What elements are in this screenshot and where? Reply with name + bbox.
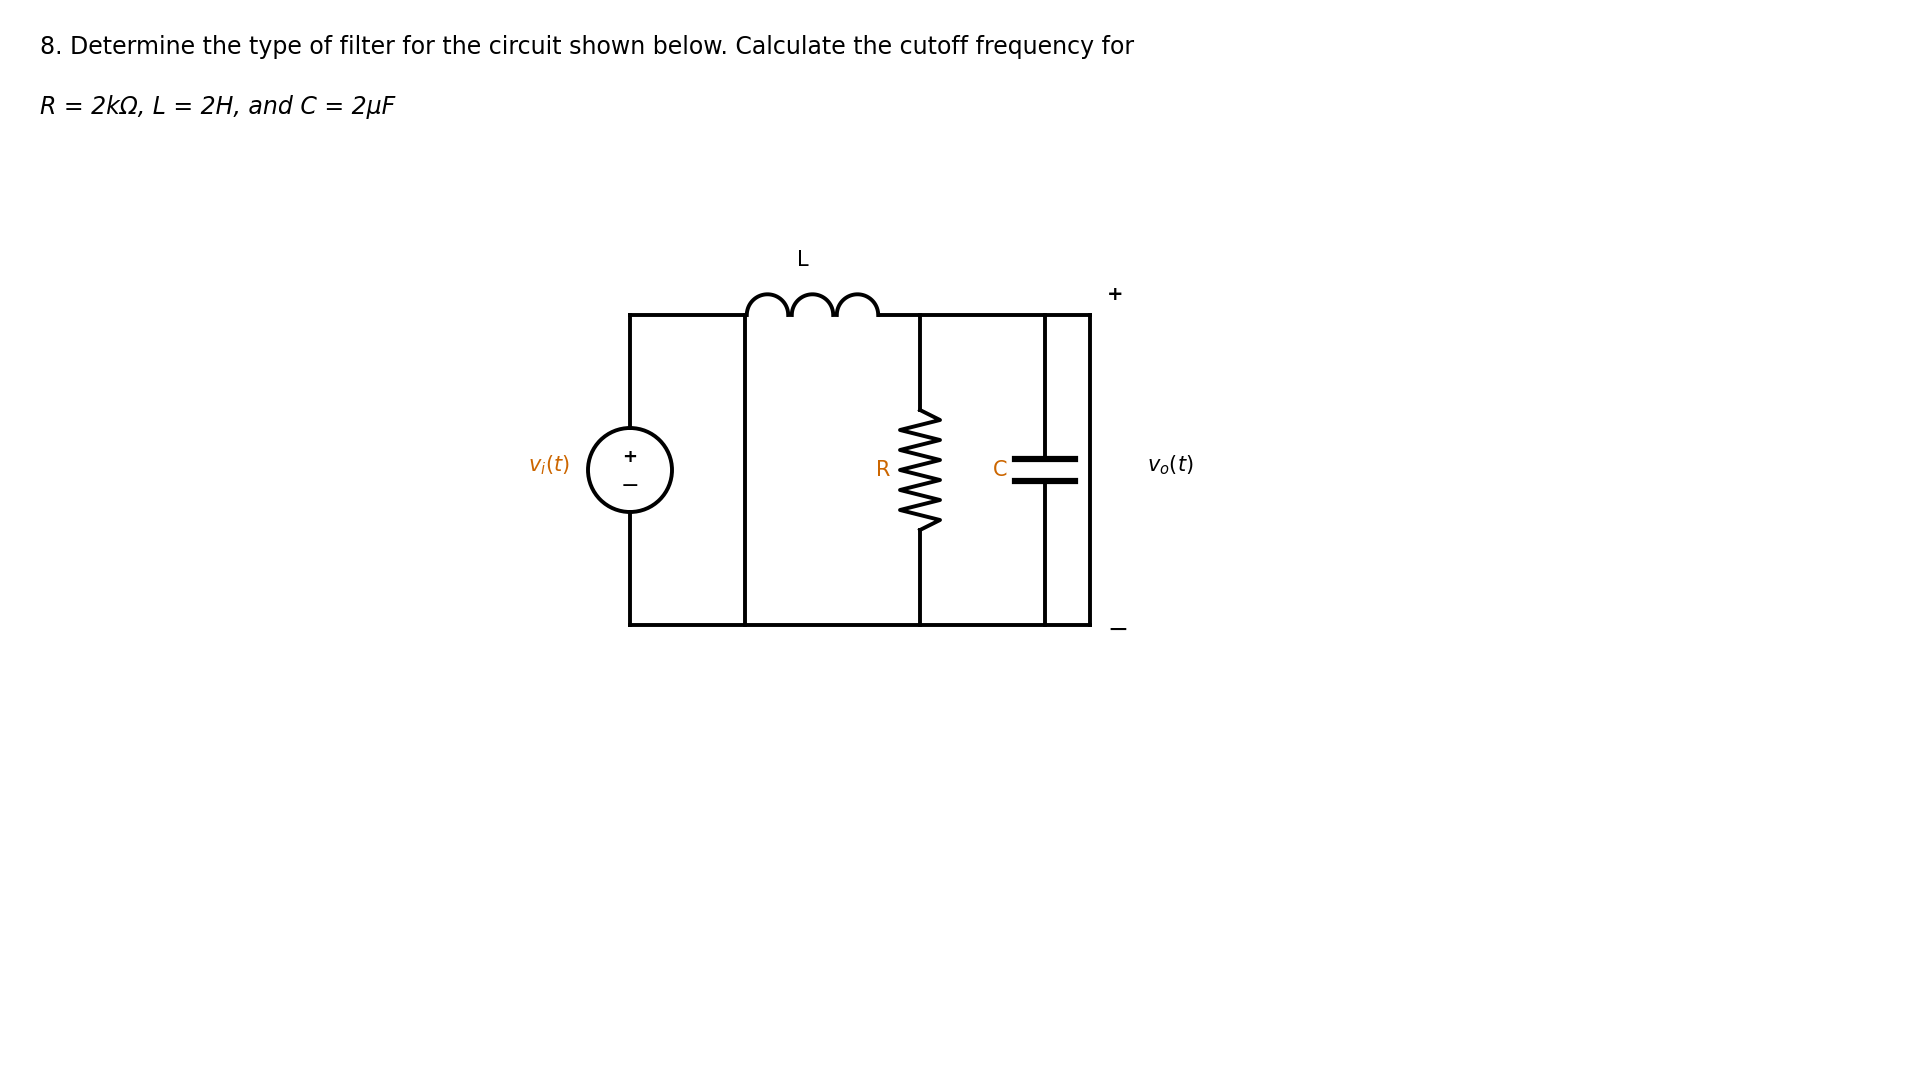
Text: +: + [622,448,637,465]
Text: C: C [993,460,1006,480]
Text: L: L [797,251,808,270]
Text: R = 2kΩ, L = 2H, and C = 2μF: R = 2kΩ, L = 2H, and C = 2μF [40,95,396,119]
Text: +: + [1108,285,1123,305]
Text: $v_i(t)$: $v_i(t)$ [528,454,570,476]
Text: 8. Determine the type of filter for the circuit shown below. Calculate the cutof: 8. Determine the type of filter for the … [40,35,1135,59]
Text: $v_o(t)$: $v_o(t)$ [1146,454,1194,476]
Text: −: − [620,476,639,496]
Text: −: − [1108,618,1129,642]
Text: R: R [876,460,891,480]
